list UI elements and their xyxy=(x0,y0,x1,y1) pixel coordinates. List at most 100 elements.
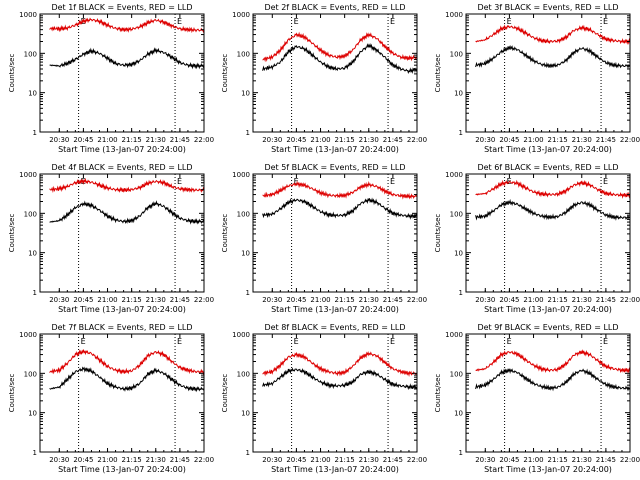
x-tick-label: 20:45 xyxy=(286,136,306,144)
series-lld-line xyxy=(475,179,631,199)
y-tick-label: 10 xyxy=(241,250,250,258)
y-tick-label: 100 xyxy=(237,50,250,58)
x-tick-label: 22:00 xyxy=(620,456,640,464)
y-tick-label: 1 xyxy=(33,449,37,457)
x-tick-label: 21:15 xyxy=(335,456,355,464)
x-tick-label: 21:30 xyxy=(572,456,592,464)
marker-label: E xyxy=(294,337,299,346)
x-tick-label: 21:00 xyxy=(523,136,543,144)
x-tick-label: 21:30 xyxy=(572,136,592,144)
marker-label: E xyxy=(177,177,182,186)
x-tick-label: 21:00 xyxy=(97,136,117,144)
plot-frame xyxy=(465,173,631,293)
x-tick-label: 21:00 xyxy=(523,296,543,304)
panel-title: Det 9f BLACK = Events, RED = LLD xyxy=(477,323,618,332)
plot-frame xyxy=(39,173,205,293)
x-tick-label: 20:45 xyxy=(286,456,306,464)
plot-frame xyxy=(465,333,631,453)
plot-frame xyxy=(39,333,205,453)
panel-title: Det 4f BLACK = Events, RED = LLD xyxy=(51,163,192,172)
series-lld-line xyxy=(262,31,417,63)
x-tick-label: 21:45 xyxy=(596,456,616,464)
marker-label: E xyxy=(603,177,608,186)
y-tick-label: 100 xyxy=(450,370,463,378)
y-tick-label: 100 xyxy=(450,50,463,58)
x-tick-label: 20:30 xyxy=(49,456,69,464)
x-tick-label: 22:00 xyxy=(407,136,427,144)
marker-label: E xyxy=(390,17,395,26)
plot-frame xyxy=(39,13,205,133)
series-lld-line xyxy=(262,180,418,200)
y-tick-label: 10 xyxy=(241,90,250,98)
y-tick-label: 1000 xyxy=(445,331,463,339)
x-axis-title: Start Time (13-Jan-07 20:24:00) xyxy=(58,465,186,474)
marker-label: E xyxy=(81,337,86,346)
marker-label: E xyxy=(603,17,608,26)
marker-label: E xyxy=(507,337,512,346)
x-tick-label: 22:00 xyxy=(620,136,640,144)
x-tick-label: 21:45 xyxy=(170,296,190,304)
panel-det-3: Det 3f BLACK = Events, RED = LLD E E 20:30 2… xyxy=(434,3,640,154)
x-tick-label: 22:00 xyxy=(407,296,427,304)
series-lld-line xyxy=(49,349,205,376)
x-tick-label: 22:00 xyxy=(194,136,214,144)
y-tick-label: 100 xyxy=(24,210,37,218)
x-tick-label: 21:45 xyxy=(383,136,403,144)
x-axis-title: Start Time (13-Jan-07 20:24:00) xyxy=(271,465,399,474)
y-tick-label: 1000 xyxy=(19,331,37,339)
y-tick-label: 100 xyxy=(237,210,250,218)
x-tick-label: 20:30 xyxy=(49,136,69,144)
x-tick-label: 20:30 xyxy=(475,456,495,464)
series-events-line xyxy=(49,366,205,393)
panel-det-7: Det 7f BLACK = Events, RED = LLD E E 20:30 2… xyxy=(8,323,214,474)
x-tick-label: 20:45 xyxy=(499,456,519,464)
x-tick-label: 21:15 xyxy=(548,136,568,144)
marker-label: E xyxy=(390,337,395,346)
series-lld-line xyxy=(475,24,631,45)
y-tick-label: 1 xyxy=(459,449,463,457)
x-tick-label: 21:45 xyxy=(596,296,616,304)
y-tick-label: 1 xyxy=(246,129,250,137)
plot-frame xyxy=(252,333,418,453)
y-tick-label: 10 xyxy=(454,250,463,258)
x-tick-label: 21:15 xyxy=(122,136,142,144)
x-tick-label: 20:45 xyxy=(286,296,306,304)
marker-label: E xyxy=(294,17,299,26)
y-tick-label: 1000 xyxy=(19,11,37,19)
x-tick-label: 21:00 xyxy=(523,456,543,464)
series-lld-line xyxy=(475,349,631,374)
panel-title: Det 1f BLACK = Events, RED = LLD xyxy=(51,3,192,12)
x-tick-label: 22:00 xyxy=(194,296,214,304)
series-events-line xyxy=(262,197,418,220)
y-tick-label: 10 xyxy=(454,90,463,98)
y-tick-label: 1000 xyxy=(445,11,463,19)
plot-frame xyxy=(252,173,418,293)
y-tick-label: 100 xyxy=(237,370,250,378)
marker-label: E xyxy=(507,17,512,26)
y-tick-label: 1 xyxy=(33,129,37,137)
y-tick-label: 1000 xyxy=(445,171,463,179)
x-tick-label: 21:00 xyxy=(97,456,117,464)
marker-label: E xyxy=(390,177,395,186)
series-lld-line xyxy=(49,177,205,193)
panel-det-9: Det 9f BLACK = Events, RED = LLD E E 20:30 2… xyxy=(434,323,640,474)
y-axis-title: Counts/sec xyxy=(434,54,442,93)
series-events-line xyxy=(49,47,205,70)
marker-label: E xyxy=(177,337,182,346)
plot-frame xyxy=(252,13,418,133)
x-tick-label: 21:00 xyxy=(310,136,330,144)
panel-title: Det 6f BLACK = Events, RED = LLD xyxy=(477,163,618,172)
x-tick-label: 21:00 xyxy=(310,296,330,304)
series-events-line xyxy=(475,368,631,392)
y-axis-title: Counts/sec xyxy=(434,374,442,413)
x-tick-label: 20:45 xyxy=(73,296,93,304)
y-tick-label: 1000 xyxy=(19,171,37,179)
x-tick-label: 21:15 xyxy=(548,456,568,464)
x-tick-label: 22:00 xyxy=(620,296,640,304)
x-axis-title: Start Time (13-Jan-07 20:24:00) xyxy=(58,305,186,314)
y-axis-title: Counts/sec xyxy=(434,214,442,253)
x-tick-label: 21:15 xyxy=(122,456,142,464)
panel-title: Det 7f BLACK = Events, RED = LLD xyxy=(51,323,192,332)
